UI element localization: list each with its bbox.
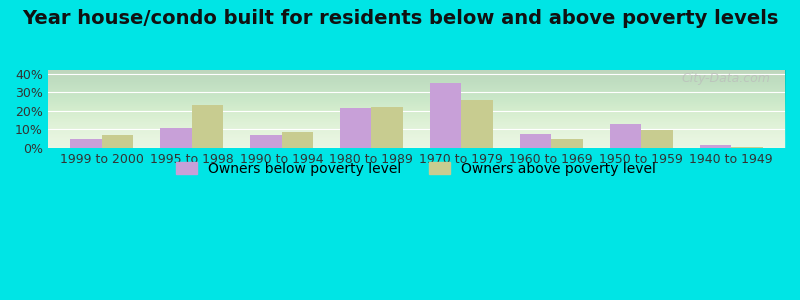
Legend: Owners below poverty level, Owners above poverty level: Owners below poverty level, Owners above… <box>171 156 662 181</box>
Bar <box>371 107 403 148</box>
Bar <box>430 83 462 148</box>
Bar <box>731 147 762 148</box>
Text: Year house/condo built for residents below and above poverty levels: Year house/condo built for residents bel… <box>22 9 778 28</box>
Bar <box>282 132 313 148</box>
Bar <box>551 139 582 148</box>
Text: City-Data.com: City-Data.com <box>682 72 770 85</box>
Bar <box>641 130 673 148</box>
Bar <box>250 135 282 148</box>
Bar <box>520 134 551 148</box>
Bar <box>160 128 191 148</box>
Bar <box>70 139 102 148</box>
Bar <box>102 135 133 148</box>
Bar <box>340 108 371 148</box>
Bar <box>191 105 223 148</box>
Bar <box>462 100 493 148</box>
Bar <box>699 145 731 148</box>
Bar <box>610 124 641 148</box>
